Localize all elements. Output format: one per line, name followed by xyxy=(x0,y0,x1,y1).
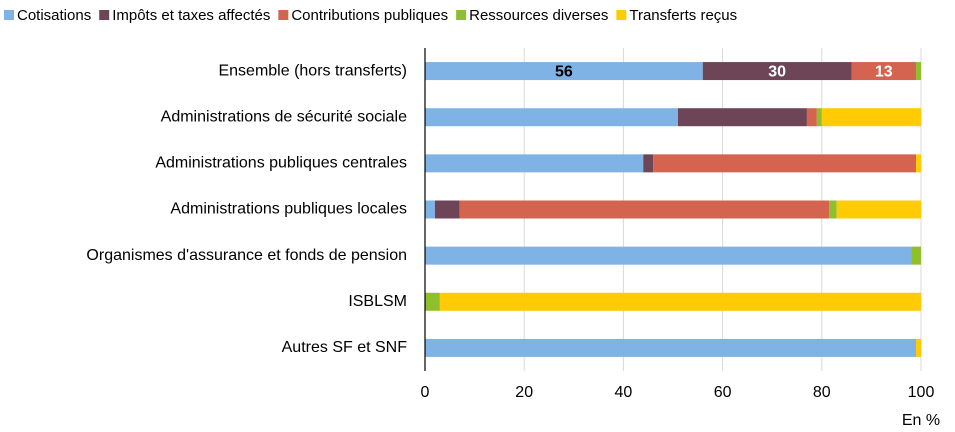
legend-label: Impôts et taxes affectés xyxy=(112,7,270,24)
bar-segment xyxy=(425,154,644,173)
bar-segment xyxy=(425,338,917,357)
bar-segment xyxy=(425,292,440,311)
x-tick-label: 40 xyxy=(615,384,633,401)
y-tick-label: Administrations publiques centrales xyxy=(155,155,407,172)
legend-swatch xyxy=(456,10,467,20)
bar-segment xyxy=(425,62,703,81)
x-tick-label: 100 xyxy=(908,384,935,401)
bar-segment xyxy=(916,62,921,81)
bar-segment xyxy=(677,108,807,127)
data-label: 13 xyxy=(875,63,893,80)
x-tick-label: 60 xyxy=(714,384,732,401)
bar-segment xyxy=(911,246,921,265)
legend-swatch xyxy=(278,10,289,20)
y-tick-label: Autres SF et SNF xyxy=(282,339,408,356)
x-tick-label: 20 xyxy=(515,384,533,401)
y-tick-label: Administrations de sécurité sociale xyxy=(161,108,407,125)
y-tick-label: Administrations publiques locales xyxy=(170,201,407,218)
legend-swatch xyxy=(99,10,110,20)
x-tick-label: 0 xyxy=(421,384,430,401)
bar-segment xyxy=(806,108,817,127)
bar-segment xyxy=(829,200,837,219)
x-axis-label: En % xyxy=(902,412,940,429)
bar-segment xyxy=(459,200,830,219)
bar-segment xyxy=(916,154,921,173)
bar-segment xyxy=(425,108,678,127)
bar-segment xyxy=(702,62,852,81)
bar-segment xyxy=(439,292,921,311)
data-label: 30 xyxy=(768,63,786,80)
legend-swatch xyxy=(616,10,627,20)
bar-segment xyxy=(851,62,917,81)
bar-segment xyxy=(653,154,917,173)
bar-segment xyxy=(425,246,912,265)
legend-label: Contributions publiques xyxy=(291,7,448,24)
bar-segment xyxy=(434,200,460,219)
legend-label: Ressources diverses xyxy=(469,7,608,24)
legend-label: Cotisations xyxy=(17,7,91,24)
y-tick-label: ISBLSM xyxy=(348,293,407,310)
bar-segment xyxy=(643,154,654,173)
legend-swatch xyxy=(4,10,14,20)
data-label: 56 xyxy=(555,63,573,80)
bar-segment xyxy=(916,338,921,357)
bar-segment xyxy=(425,200,435,219)
y-tick-label: Organismes d'assurance et fonds de pensi… xyxy=(86,247,407,264)
y-tick-label: Ensemble (hors transferts) xyxy=(218,62,407,79)
bar-segment xyxy=(816,108,822,127)
bar-segment xyxy=(836,200,921,219)
x-tick-label: 80 xyxy=(813,384,831,401)
bar-segment xyxy=(821,108,921,127)
legend-label: Transferts reçus xyxy=(629,7,737,24)
